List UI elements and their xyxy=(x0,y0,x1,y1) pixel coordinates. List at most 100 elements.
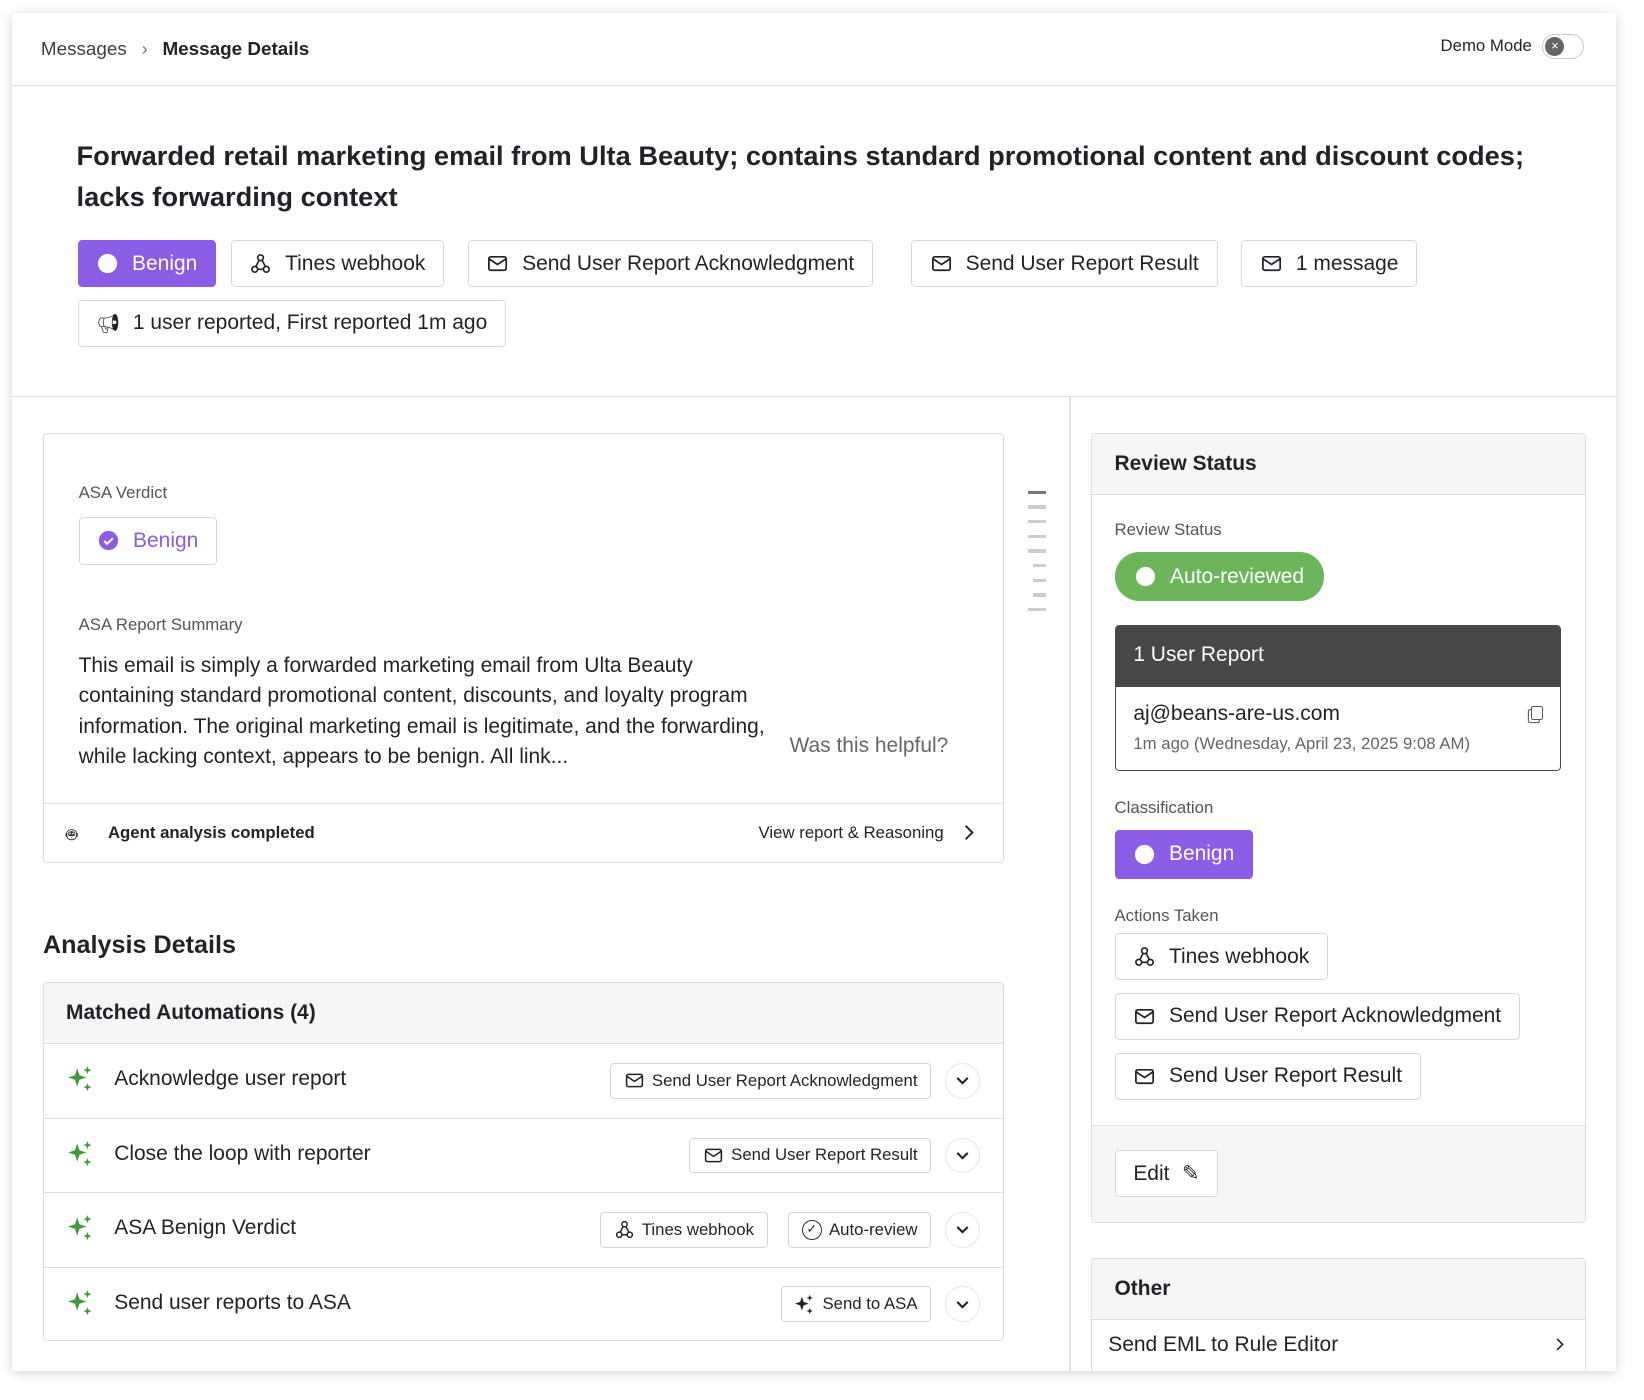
action-chip[interactable]: Send User Report Acknowledgment xyxy=(610,1063,932,1099)
page-title: Forwarded retail marketing email from Ul… xyxy=(76,140,1525,213)
verdict-chip[interactable]: Benign xyxy=(77,240,217,288)
chevron-down-icon xyxy=(952,1294,973,1315)
chip-label: Benign xyxy=(1168,842,1235,866)
asa-summary-label: ASA Report Summary xyxy=(78,615,243,635)
demo-mode-toggle[interactable]: × xyxy=(1542,33,1585,59)
expand-button[interactable] xyxy=(944,1286,981,1323)
chevron-down-icon xyxy=(952,1070,973,1091)
other-panel: Other Send EML to Rule Editor xyxy=(1091,1258,1587,1372)
automation-row[interactable]: Acknowledge user report Send User Report… xyxy=(43,1043,1004,1117)
verdict-label: Benign xyxy=(132,251,198,275)
matched-automations-table: Matched Automations (4) Acknowledge user… xyxy=(42,982,1005,1342)
send-eml-item[interactable]: Send EML to Rule Editor xyxy=(1092,1320,1585,1371)
action-chip[interactable]: ✓ Auto-review xyxy=(788,1211,932,1248)
chevron-down-icon xyxy=(952,1219,973,1240)
mail-icon xyxy=(703,1145,724,1166)
copy-icon[interactable] xyxy=(1530,705,1544,721)
chevron-right-icon: › xyxy=(141,37,148,59)
chip-label: Benign xyxy=(133,528,199,552)
chip-label: Tines webhook xyxy=(641,1219,754,1239)
chip-label: Send User Report Acknowledgment xyxy=(651,1070,918,1090)
view-report-link[interactable]: View report & Reasoning xyxy=(758,822,944,842)
mail-icon xyxy=(486,252,509,275)
breadcrumb-messages[interactable]: Messages xyxy=(40,37,127,59)
messages-chip[interactable]: 1 message xyxy=(1241,240,1418,288)
panel-title: Review Status xyxy=(1092,434,1586,495)
automation-name: Send user reports to ASA xyxy=(114,1290,351,1314)
automation-name: ASA Benign Verdict xyxy=(114,1216,297,1240)
result-chip[interactable]: Send User Report Result xyxy=(911,240,1218,288)
check-badge-icon xyxy=(97,529,120,552)
sparkle-icon xyxy=(67,1140,94,1167)
automation-name: Acknowledge user report xyxy=(114,1067,347,1091)
classification-chip: Benign xyxy=(1114,830,1254,879)
breadcrumb-current: Message Details xyxy=(162,37,310,59)
chip-label: Send User Report Result xyxy=(965,251,1199,275)
edit-button[interactable]: Edit ✎ xyxy=(1114,1150,1219,1198)
action-chip: Send User Report Result xyxy=(1114,1052,1421,1100)
divider xyxy=(11,396,1616,398)
automation-name: Close the loop with reporter xyxy=(114,1141,371,1165)
webhook-icon xyxy=(249,252,272,275)
chevron-right-icon xyxy=(957,821,980,844)
panel-title: Other xyxy=(1092,1259,1586,1320)
analysis-heading: Analysis Details xyxy=(42,931,236,960)
check-circle-icon xyxy=(1134,565,1157,588)
webhook-icon xyxy=(1133,945,1156,968)
reported-chip[interactable]: 📢︎ 1 user reported, First reported 1m ago xyxy=(77,299,507,348)
chip-label: Send to ASA xyxy=(822,1294,918,1314)
chip-label: 1 user reported, First reported 1m ago xyxy=(132,311,488,335)
sparkle-icon xyxy=(67,1289,94,1316)
action-chip: Send User Report Acknowledgment xyxy=(1114,992,1520,1041)
divider xyxy=(1069,396,1071,1372)
table-title: Matched Automations (4) xyxy=(43,983,1004,1045)
agent-status: Agent analysis completed xyxy=(107,822,315,842)
helpful-prompt[interactable]: Was this helpful? xyxy=(789,733,949,757)
close-icon: × xyxy=(1545,36,1565,56)
mail-stack-icon xyxy=(1260,252,1283,275)
mail-icon xyxy=(624,1070,645,1091)
edit-icon: ✎ xyxy=(1182,1162,1200,1186)
tines-webhook-chip[interactable]: Tines webhook xyxy=(230,240,445,288)
automation-row[interactable]: Send user reports to ASA Send to ASA xyxy=(43,1266,1004,1340)
chip-label: Send User Report Result xyxy=(731,1145,918,1165)
ack-chip[interactable]: Send User Report Acknowledgment xyxy=(467,240,874,288)
action-chip[interactable]: Send User Report Result xyxy=(689,1137,932,1174)
top-bar: Messages › Message Details Demo Mode × xyxy=(11,13,1616,86)
action-chip[interactable]: Send to ASA xyxy=(780,1286,932,1323)
action-chip[interactable]: Tines webhook xyxy=(599,1211,768,1248)
demo-mode-label: Demo Mode xyxy=(1440,36,1532,56)
asa-footer: 🤖︎ Agent analysis completed View report … xyxy=(43,803,1004,863)
badge-label: Auto-reviewed xyxy=(1170,564,1305,588)
user-report-title: 1 User Report xyxy=(1115,625,1561,687)
chevron-down-icon xyxy=(952,1145,973,1166)
auto-reviewed-badge: Auto-reviewed xyxy=(1114,552,1324,601)
message-details-page: Messages › Message Details Demo Mode × F… xyxy=(11,12,1616,1372)
reporter-email: aj@beans-are-us.com xyxy=(1133,702,1340,726)
mail-icon xyxy=(1133,1065,1156,1088)
scroll-indicator[interactable] xyxy=(1027,490,1047,612)
sparkle-icon xyxy=(67,1065,94,1092)
expand-button[interactable] xyxy=(944,1063,981,1099)
asa-summary-text: This email is simply a forwarded marketi… xyxy=(78,654,765,769)
check-circle-icon: ✓ xyxy=(801,1219,822,1240)
icon xyxy=(96,252,119,275)
asa-verdict-label: ASA Verdict xyxy=(78,483,168,503)
asa-card: ASA Verdict Benign ASA Report Summary Th… xyxy=(42,433,1005,863)
sparkle-icon xyxy=(794,1294,815,1315)
webhook-icon xyxy=(614,1219,635,1240)
action-chip: Tines webhook xyxy=(1114,933,1329,981)
chip-label: Send User Report Acknowledgment xyxy=(522,251,855,275)
mail-icon xyxy=(930,252,953,275)
expand-button[interactable] xyxy=(944,1137,981,1174)
megaphone-icon: 📢︎ xyxy=(96,312,121,334)
expand-button[interactable] xyxy=(944,1211,981,1248)
asa-verdict-chip: Benign xyxy=(78,516,218,566)
automation-row[interactable]: ASA Benign Verdict Tines webhook ✓ Auto-r… xyxy=(43,1192,1004,1266)
automation-row[interactable]: Close the loop with reporter Send User R… xyxy=(43,1117,1004,1192)
chip-label: Auto-review xyxy=(829,1219,918,1239)
panel-footer: Edit ✎ xyxy=(1092,1124,1586,1222)
item-label: Send EML to Rule Editor xyxy=(1108,1332,1339,1356)
chip-label: 1 message xyxy=(1295,251,1399,275)
chevron-right-icon xyxy=(1550,1335,1569,1354)
